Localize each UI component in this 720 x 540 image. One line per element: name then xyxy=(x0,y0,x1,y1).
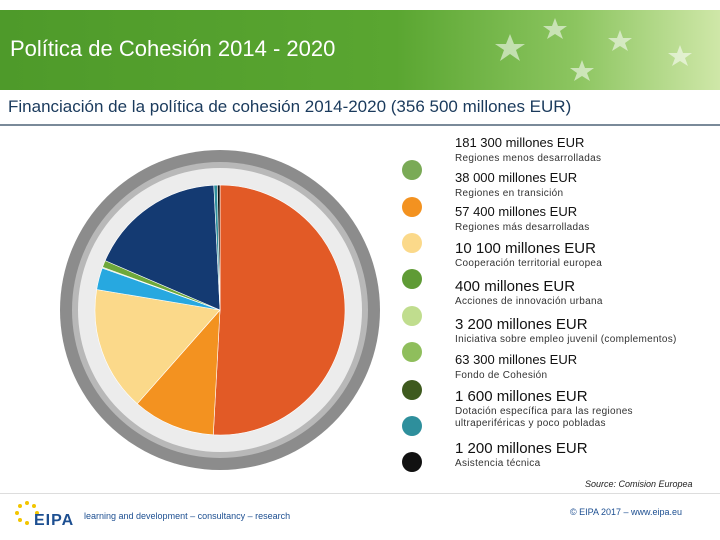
source-note: Source: Comision Europea xyxy=(585,479,693,489)
footer-divider xyxy=(0,493,720,494)
legend-amount: 181 300 millones EUR xyxy=(455,135,585,150)
pie-slices xyxy=(94,184,346,436)
legend-amount: 400 millones EUR xyxy=(455,278,576,295)
logo-text: EIPA xyxy=(34,512,75,529)
pie-chart xyxy=(60,150,380,470)
legend-swatch xyxy=(402,342,422,362)
legend-amount: 38 000 millones EUR xyxy=(455,170,578,185)
page-title: Política de Cohesión 2014 - 2020 xyxy=(10,36,336,61)
legend-label: Regiones en transición xyxy=(455,188,564,199)
legend-label: Fondo de Cohesión xyxy=(455,370,548,381)
legend-swatch xyxy=(402,233,422,253)
legend-label: Iniciativa sobre empleo juvenil (complem… xyxy=(455,334,677,345)
legend-amount: 1 200 millones EUR xyxy=(455,440,588,457)
legend-amount: 10 100 millones EUR xyxy=(455,240,596,257)
legend-swatch xyxy=(402,452,422,472)
title-bar: Política de Cohesión 2014 - 2020 xyxy=(0,10,720,90)
pie-slice xyxy=(212,184,346,436)
stars-decoration xyxy=(495,18,692,81)
divider xyxy=(0,124,720,126)
legend-amount: 1 600 millones EUR xyxy=(455,388,588,405)
legend-label: Regiones más desarrolladas xyxy=(455,222,590,233)
legend-label: Acciones de innovación urbana xyxy=(455,296,603,307)
pie-slice xyxy=(94,289,221,405)
legend-swatch xyxy=(402,306,422,326)
legend-swatch xyxy=(402,416,422,436)
legend-label: Dotación específica para las regiones ul… xyxy=(455,406,633,429)
pie-slice xyxy=(217,184,221,311)
legend-amount: 63 300 millones EUR xyxy=(455,352,578,367)
legend-swatch xyxy=(402,160,422,180)
legend-swatch xyxy=(402,197,422,217)
legend-swatch xyxy=(402,380,422,400)
legend-amount: 57 400 millones EUR xyxy=(455,204,578,219)
footer-copyright: © EIPA 2017 – www.eipa.eu xyxy=(570,507,683,517)
legend-amount: 3 200 millones EUR xyxy=(455,316,588,333)
chart-subtitle: Financiación de la política de cohesión … xyxy=(8,97,572,116)
legend-label: Regiones menos desarrolladas xyxy=(455,153,602,164)
pie-slice xyxy=(136,309,221,436)
stars-logo-icon xyxy=(15,501,39,525)
pie-slice xyxy=(104,184,221,311)
eipa-logo: EIPA xyxy=(14,500,84,530)
legend-label: Asistencia técnica xyxy=(455,458,541,469)
legend-label: Cooperación territorial europea xyxy=(455,258,603,269)
legend-swatch xyxy=(402,269,422,289)
footer-tagline: learning and development – consultancy –… xyxy=(84,511,291,521)
